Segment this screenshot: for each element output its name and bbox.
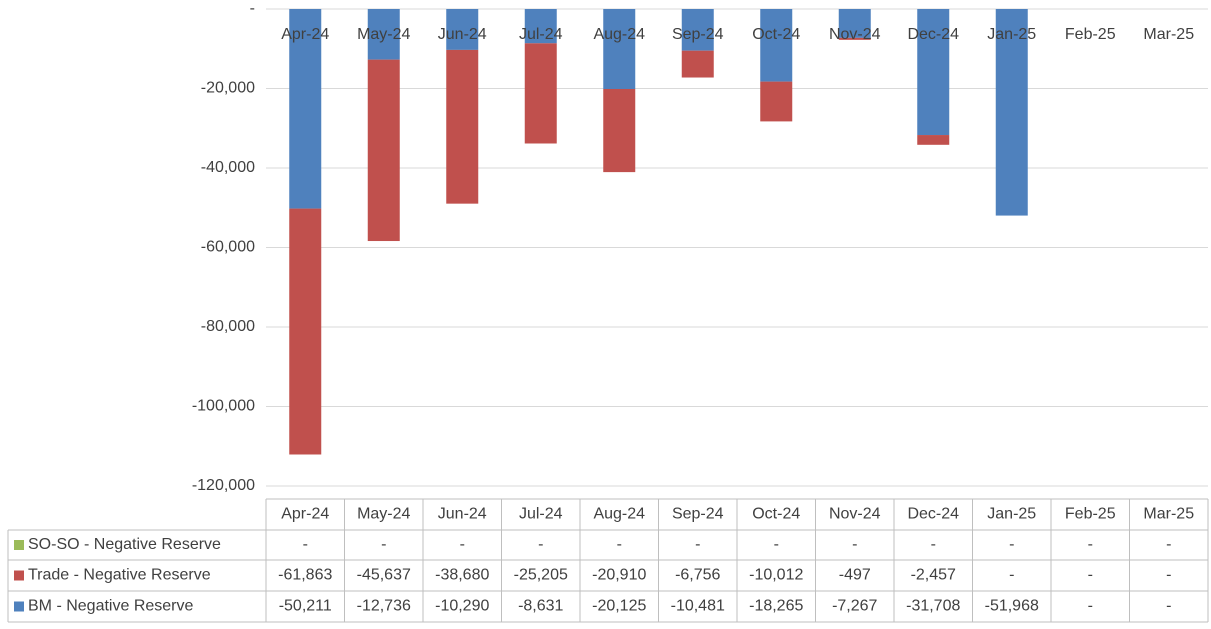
table-value: - (1088, 598, 1093, 615)
bar (289, 208, 322, 455)
table-value: -7,267 (832, 598, 877, 615)
table-value: - (1088, 567, 1093, 584)
table-value: - (617, 536, 622, 553)
table-header: Apr-24 (281, 506, 329, 523)
bar (681, 9, 714, 51)
table-value: -10,012 (749, 567, 803, 584)
x-tick-label: Jun-24 (438, 26, 487, 43)
y-tick-label: -100,000 (192, 398, 255, 415)
table-header: Feb-25 (1065, 506, 1116, 523)
bar (760, 81, 793, 122)
table-header: Jan-25 (987, 506, 1036, 523)
bar (681, 50, 714, 78)
bar (838, 37, 871, 40)
y-tick-label: -120,000 (192, 477, 255, 494)
table-header: Dec-24 (907, 506, 959, 523)
table-value: - (1166, 567, 1171, 584)
x-tick-label: May-24 (357, 26, 410, 43)
bar (917, 9, 950, 136)
table-header: Nov-24 (829, 506, 881, 523)
bar (603, 88, 636, 173)
table-value: - (460, 536, 465, 553)
bar (446, 9, 479, 50)
table-header: Jul-24 (519, 506, 563, 523)
table-header: May-24 (357, 506, 410, 523)
x-tick-label: Sep-24 (672, 26, 724, 43)
table-value: -8,631 (518, 598, 563, 615)
table-value: -2,457 (911, 567, 956, 584)
table-value: -20,910 (592, 567, 646, 584)
x-tick-label: Apr-24 (281, 26, 329, 43)
table-value: -31,708 (906, 598, 960, 615)
table-value: -10,290 (435, 598, 489, 615)
bar (917, 135, 950, 145)
bar (838, 9, 871, 38)
x-tick-label: Mar-25 (1143, 26, 1194, 43)
table-value: - (1009, 567, 1014, 584)
bar (995, 9, 1028, 216)
x-tick-label: Dec-24 (907, 26, 959, 43)
table-value: -61,863 (278, 567, 332, 584)
legend-swatch (14, 570, 24, 581)
table-header: Aug-24 (593, 506, 645, 523)
legend-label: SO-SO - Negative Reserve (28, 536, 221, 553)
table-value: -497 (839, 567, 871, 584)
table-value: -25,205 (514, 567, 568, 584)
x-tick-label: Nov-24 (829, 26, 881, 43)
table-value: -10,481 (671, 598, 725, 615)
table-value: -51,968 (985, 598, 1039, 615)
table-header: Jun-24 (438, 506, 487, 523)
table-value: -45,637 (357, 567, 411, 584)
bar (760, 9, 793, 82)
table-header: Mar-25 (1143, 506, 1194, 523)
table-value: - (538, 536, 543, 553)
bar (367, 59, 400, 242)
y-tick-label: -40,000 (201, 159, 255, 176)
bar (524, 43, 557, 144)
legend-swatch (14, 540, 24, 550)
x-tick-label: Feb-25 (1065, 26, 1116, 43)
table-value: -20,125 (592, 598, 646, 615)
table-value: -6,756 (675, 567, 720, 584)
legend-label: BM - Negative Reserve (28, 598, 193, 615)
table-value: -12,736 (357, 598, 411, 615)
table-value: - (852, 536, 857, 553)
table-value: - (695, 536, 700, 553)
table-value: - (303, 536, 308, 553)
x-tick-label: Aug-24 (593, 26, 645, 43)
legend-swatch (14, 601, 24, 612)
table-value: - (1088, 536, 1093, 553)
table-header: Oct-24 (752, 506, 800, 523)
bar (603, 9, 636, 89)
table-value: - (1166, 536, 1171, 553)
y-tick-label: -20,000 (201, 80, 255, 97)
bar (367, 9, 400, 60)
table-value: -38,680 (435, 567, 489, 584)
table-value: - (1009, 536, 1014, 553)
x-tick-label: Jan-25 (987, 26, 1036, 43)
bar (446, 49, 479, 204)
table-value: - (931, 536, 936, 553)
bar (524, 9, 557, 44)
table-value: - (1166, 598, 1171, 615)
y-tick-label: - (250, 0, 255, 17)
legend-label: Trade - Negative Reserve (28, 567, 211, 584)
x-tick-label: Oct-24 (752, 26, 800, 43)
table-value: -50,211 (279, 598, 332, 615)
table-value: -18,265 (749, 598, 803, 615)
table-value: - (774, 536, 779, 553)
y-tick-label: -60,000 (201, 239, 255, 256)
table-value: - (381, 536, 386, 553)
x-tick-label: Jul-24 (519, 26, 563, 43)
bar (289, 9, 322, 209)
y-tick-label: -80,000 (201, 318, 255, 335)
table-header: Sep-24 (672, 506, 724, 523)
